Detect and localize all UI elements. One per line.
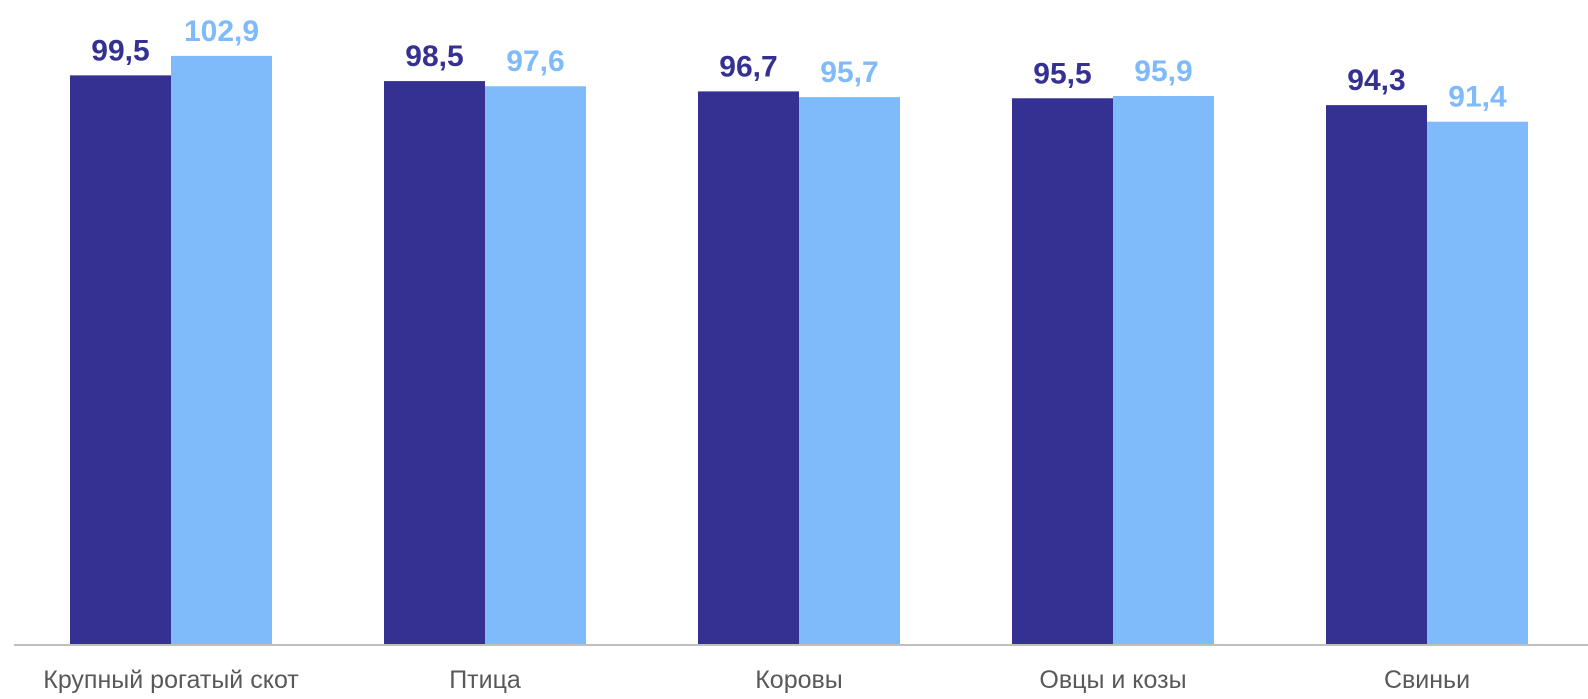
data-label-series1-4: 95,5 <box>1033 57 1091 90</box>
bar-series1-2 <box>384 81 485 645</box>
data-label-series2-4: 95,9 <box>1134 55 1192 88</box>
data-label-series1-3: 96,7 <box>719 50 777 83</box>
category-labels-group: Крупный рогатый скот Птица Коровы Овцы и ко… <box>43 666 1470 694</box>
bar-series2-3 <box>799 97 900 646</box>
category-label-5: Свиньи <box>1384 666 1470 694</box>
bar-series1-4 <box>1012 98 1113 645</box>
category-label-4: Овцы и козы <box>1039 666 1186 694</box>
category-label-1: Крупный рогатый скот <box>43 666 299 694</box>
data-label-series2-3: 95,7 <box>820 56 878 89</box>
bar-series1-5 <box>1326 105 1427 645</box>
data-label-series1-2: 98,5 <box>405 40 463 73</box>
data-label-series2-2: 97,6 <box>506 45 564 78</box>
bar-series2-5 <box>1427 121 1528 646</box>
bar-series1-1 <box>70 75 171 646</box>
category-label-3: Коровы <box>755 666 843 694</box>
value-labels-group: 99,5 102,9 98,5 97,6 96,7 95,7 95,5 95,9 94,3 91,… <box>91 15 1507 114</box>
bar-series2-4 <box>1113 95 1214 645</box>
data-label-series2-5: 91,4 <box>1448 81 1507 114</box>
bar-series1-3 <box>698 91 799 645</box>
data-label-series2-1: 102,9 <box>184 15 259 48</box>
category-label-2: Птица <box>449 666 521 694</box>
data-label-series1-5: 94,3 <box>1347 64 1405 97</box>
data-label-series1-1: 99,5 <box>91 34 149 67</box>
bar-series2-2 <box>485 86 586 646</box>
bars-group <box>70 55 1528 646</box>
bar-series2-1 <box>171 55 272 645</box>
